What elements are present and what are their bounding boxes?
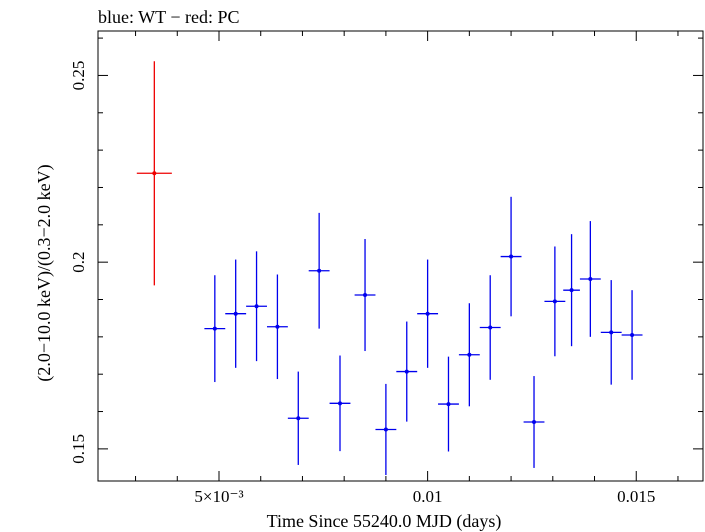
data-point bbox=[488, 325, 493, 330]
series-pc bbox=[136, 61, 172, 286]
data-point bbox=[467, 352, 472, 357]
x-tick-label: 5×10⁻³ bbox=[194, 487, 243, 506]
x-tick-label: 0.015 bbox=[617, 487, 655, 506]
data-point bbox=[404, 369, 409, 374]
data-point bbox=[630, 332, 635, 337]
data-point bbox=[509, 254, 514, 259]
y-tick-label: 0.2 bbox=[69, 252, 88, 273]
y-axis-label: (2.0−10.0 keV)/(0.3−2.0 keV) bbox=[34, 164, 55, 381]
x-tick-label: 0.01 bbox=[413, 487, 443, 506]
data-point bbox=[338, 401, 342, 406]
y-tick-label: 0.25 bbox=[69, 61, 88, 91]
series-wt bbox=[204, 196, 643, 476]
data-point bbox=[425, 311, 430, 316]
data-series bbox=[136, 61, 643, 476]
data-point bbox=[275, 324, 280, 329]
data-point bbox=[296, 416, 301, 421]
x-axis-ticks: 5×10⁻³ 0.01 0.015 bbox=[135, 31, 679, 506]
data-point bbox=[588, 276, 593, 281]
data-point bbox=[363, 293, 368, 298]
data-point bbox=[446, 402, 451, 407]
y-tick-label: 0.15 bbox=[69, 434, 88, 464]
plot-frame bbox=[97, 30, 704, 482]
data-point bbox=[383, 427, 388, 432]
data-point bbox=[152, 171, 157, 176]
data-point bbox=[212, 326, 217, 331]
data-point bbox=[233, 311, 238, 316]
y-axis-ticks: 0.15 0.2 0.25 bbox=[69, 37, 703, 464]
x-axis-label: Time Since 55240.0 MJD (days) bbox=[267, 511, 502, 532]
data-point bbox=[552, 299, 557, 304]
data-point bbox=[317, 268, 322, 273]
chart-title: blue: WT − red: PC bbox=[98, 7, 239, 27]
data-point bbox=[569, 288, 574, 293]
data-point bbox=[532, 419, 537, 424]
data-point bbox=[609, 330, 614, 335]
data-point bbox=[254, 304, 259, 309]
